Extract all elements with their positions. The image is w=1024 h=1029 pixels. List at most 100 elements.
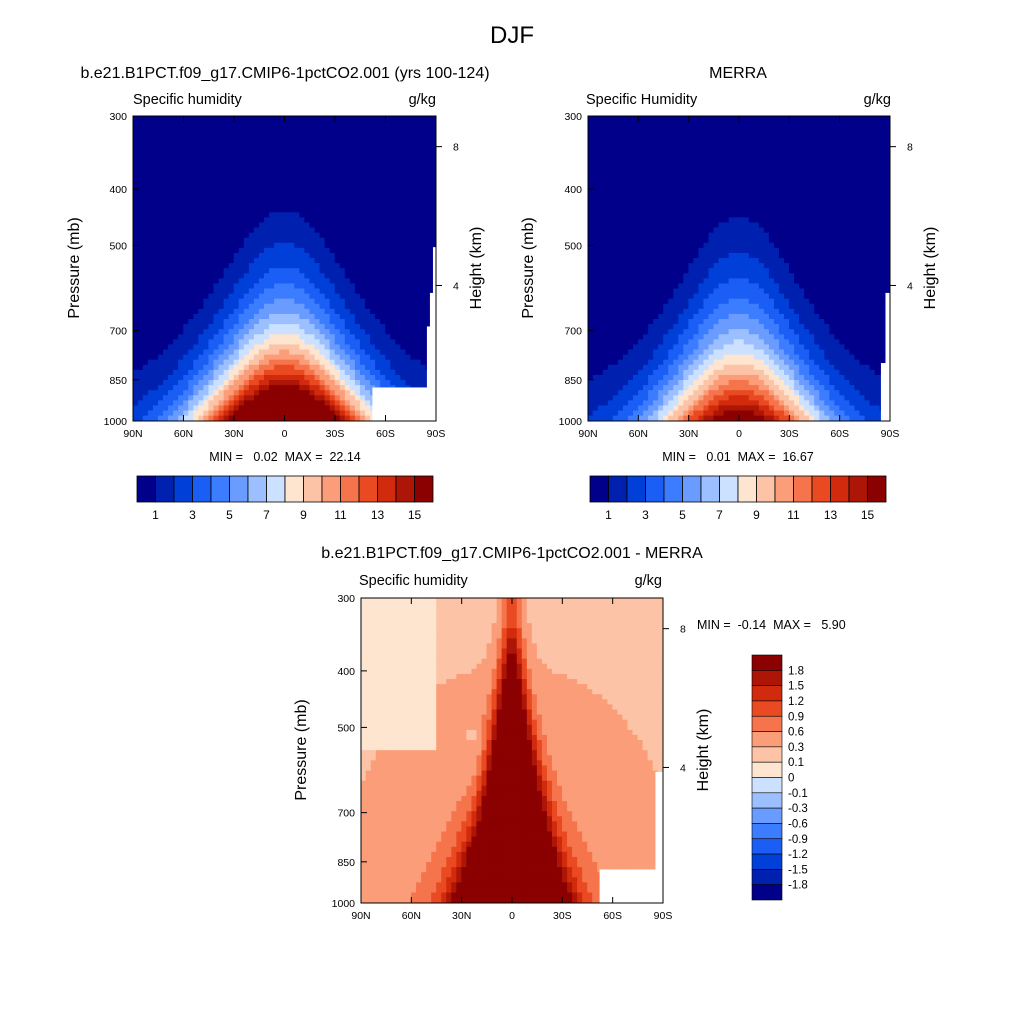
contour-cell xyxy=(593,121,599,127)
contour-cell xyxy=(224,172,230,178)
contour-cell xyxy=(188,375,194,381)
contour-cell xyxy=(865,156,871,162)
contour-cell xyxy=(320,121,326,127)
contour-cell xyxy=(360,390,366,396)
contour-cell xyxy=(158,172,164,178)
contour-cell xyxy=(663,136,669,142)
contour-cell xyxy=(188,289,194,295)
contour-cell xyxy=(734,192,740,198)
contour-cell xyxy=(844,151,850,157)
contour-cell xyxy=(224,360,230,366)
contour-cell xyxy=(598,207,604,213)
contour-cell xyxy=(416,177,422,183)
contour-cell xyxy=(375,314,381,320)
contour-cell xyxy=(739,207,745,213)
contour-cell xyxy=(239,304,245,310)
contour-cell xyxy=(173,233,179,239)
contour-cell xyxy=(844,217,850,223)
contour-cell xyxy=(431,233,437,239)
contour-cell xyxy=(193,126,199,132)
contour-cell xyxy=(264,243,270,249)
contour-cell xyxy=(724,202,730,208)
contour-cell xyxy=(754,116,760,122)
contour-cell xyxy=(764,161,770,167)
contour-cell xyxy=(229,131,235,137)
contour-cell xyxy=(244,182,250,188)
contour-cell xyxy=(370,161,376,167)
contour-cell xyxy=(380,263,386,269)
contour-cell xyxy=(390,141,396,147)
contour-cell xyxy=(365,222,371,228)
contour-cell xyxy=(400,177,406,183)
contour-cell xyxy=(405,314,411,320)
contour-cell xyxy=(400,365,406,371)
contour-cell xyxy=(203,207,209,213)
contour-cell xyxy=(380,355,386,361)
contour-cell xyxy=(203,258,209,264)
contour-cell xyxy=(653,172,659,178)
contour-cell xyxy=(395,258,401,264)
contour-cell xyxy=(643,136,649,142)
contour-cell xyxy=(163,187,169,193)
contour-cell xyxy=(294,141,300,147)
contour-cell xyxy=(870,141,876,147)
contour-cell xyxy=(375,172,381,178)
contour-cell xyxy=(168,141,174,147)
contour-cell xyxy=(264,370,270,376)
colorbar-label: 15 xyxy=(408,508,422,522)
contour-cell xyxy=(148,294,154,300)
contour-cell xyxy=(618,207,624,213)
contour-cell xyxy=(208,294,214,300)
contour-cell xyxy=(299,217,305,223)
contour-cell xyxy=(224,126,230,132)
contour-cell xyxy=(279,243,285,249)
contour-cell xyxy=(794,182,800,188)
contour-cell xyxy=(320,334,326,340)
contour-cell xyxy=(254,329,260,335)
contour-cell xyxy=(229,360,235,366)
contour-cell xyxy=(395,182,401,188)
contour-cell xyxy=(320,156,326,162)
contour-cell xyxy=(774,136,780,142)
contour-cell xyxy=(834,116,840,122)
contour-cell xyxy=(400,238,406,244)
contour-cell xyxy=(431,156,437,162)
contour-cell xyxy=(350,212,356,218)
contour-cell xyxy=(279,395,285,401)
contour-cell xyxy=(244,228,250,234)
contour-cell xyxy=(330,375,336,381)
contour-cell xyxy=(178,370,184,376)
contour-cell xyxy=(390,380,396,386)
contour-cell xyxy=(325,238,331,244)
contour-cell xyxy=(183,182,189,188)
contour-cell xyxy=(804,187,810,193)
contour-cell xyxy=(163,182,169,188)
contour-cell xyxy=(804,121,810,127)
contour-cell xyxy=(345,167,351,173)
contour-cell xyxy=(325,400,331,406)
contour-cell xyxy=(375,141,381,147)
contour-cell xyxy=(188,151,194,157)
contour-cell xyxy=(133,172,139,178)
contour-cell xyxy=(325,319,331,325)
contour-cell xyxy=(784,192,790,198)
contour-cell xyxy=(875,121,881,127)
contour-cell xyxy=(168,146,174,152)
contour-cell xyxy=(330,360,336,366)
contour-cell xyxy=(330,355,336,361)
contour-cell xyxy=(224,187,230,193)
contour-cell xyxy=(143,385,149,391)
contour-cell xyxy=(854,222,860,228)
contour-cell xyxy=(839,167,845,173)
contour-cell xyxy=(385,365,391,371)
contour-cell xyxy=(734,161,740,167)
contour-cell xyxy=(138,233,144,239)
contour-cell xyxy=(163,207,169,213)
contour-cell xyxy=(754,212,760,218)
contour-cell xyxy=(239,390,245,396)
contour-cell xyxy=(754,131,760,137)
contour-cell xyxy=(340,395,346,401)
contour-cell xyxy=(643,217,649,223)
contour-cell xyxy=(239,411,245,417)
contour-cell xyxy=(623,222,629,228)
